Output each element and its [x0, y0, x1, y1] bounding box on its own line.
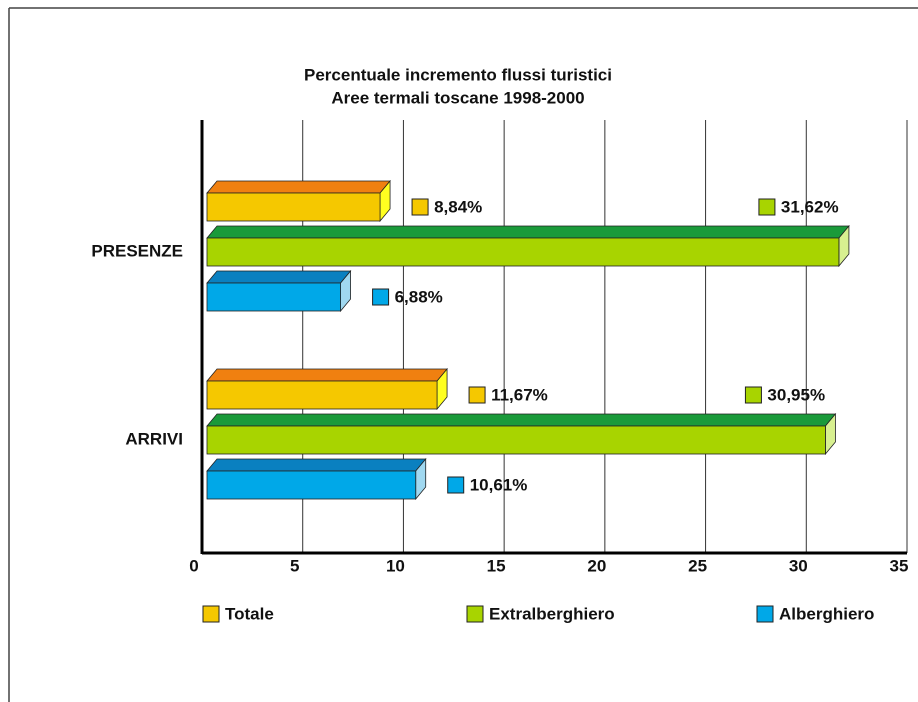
y-tick-label: ARRIVI	[125, 429, 183, 448]
bar	[206, 425, 826, 455]
bar	[206, 282, 341, 312]
chart-title: Aree termali toscane 1998-2000	[331, 88, 584, 107]
legend-key	[202, 605, 220, 623]
y-tick-label: PRESENZE	[91, 241, 183, 260]
legend-key	[466, 605, 484, 623]
value-label-key	[744, 386, 762, 404]
value-label-key	[468, 386, 486, 404]
value-label: 11,67%	[491, 385, 548, 404]
value-label-key	[372, 288, 390, 306]
x-tick-label: 5	[290, 556, 299, 575]
x-tick-label: 35	[890, 556, 909, 575]
bar-top	[206, 458, 427, 472]
value-label-key	[758, 198, 776, 216]
x-tick-label: 20	[587, 556, 606, 575]
value-label-key	[411, 198, 429, 216]
bar	[206, 470, 417, 500]
bar-top	[206, 270, 352, 284]
bar-top	[206, 413, 837, 427]
bar	[206, 380, 438, 410]
bar	[206, 192, 381, 222]
bar-top	[206, 180, 391, 194]
legend-label: Totale	[225, 604, 274, 623]
legend-label: Alberghiero	[779, 604, 874, 623]
bar-top	[206, 368, 448, 382]
legend-key	[756, 605, 774, 623]
value-label: 30,95%	[767, 385, 825, 404]
chart-title: Percentuale incremento flussi turistici	[304, 65, 612, 84]
value-label-key	[447, 476, 465, 494]
value-label: 6,88%	[395, 287, 443, 306]
x-tick-label: 0	[189, 556, 198, 575]
x-tick-label: 30	[789, 556, 808, 575]
x-tick-label: 25	[688, 556, 707, 575]
value-label: 10,61%	[470, 475, 528, 494]
bar	[206, 237, 840, 267]
legend-label: Extralberghiero	[489, 604, 615, 623]
x-tick-label: 15	[487, 556, 506, 575]
x-tick-label: 10	[386, 556, 405, 575]
bar-top	[206, 225, 850, 239]
value-label: 8,84%	[434, 197, 482, 216]
value-label: 31,62%	[781, 197, 839, 216]
